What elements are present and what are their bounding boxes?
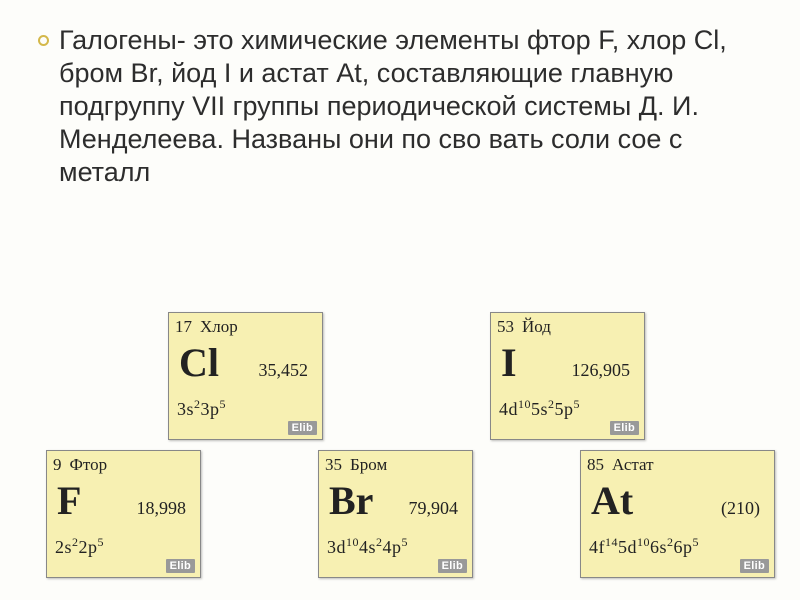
atomic-number: 35 [325, 455, 342, 475]
atomic-number: 9 [53, 455, 62, 475]
element-card-astatine: 85 Астат At (210) 4f145d106s26p5 Elib [580, 450, 775, 578]
element-card-bromine: 35 Бром Br 79,904 3d104s24p5 Elib [318, 450, 473, 578]
element-name: Йод [522, 317, 551, 337]
elib-watermark: Elib [166, 559, 195, 573]
cards-area: 17 Хлор Cl 35,452 3s23p5 Elib 53 Йод I 1… [0, 302, 800, 582]
elib-watermark: Elib [740, 559, 769, 573]
card-top: 85 Астат [587, 455, 768, 475]
element-symbol: I [501, 343, 517, 383]
electron-config: 3s23p5 [177, 399, 316, 420]
body-text: Галогены- это химические элементы фтор F… [59, 24, 772, 189]
atomic-number: 85 [587, 455, 604, 475]
electron-config: 3d104s24p5 [327, 537, 466, 558]
card-mid: F 18,998 [53, 481, 194, 521]
electron-config: 2s22p5 [55, 537, 194, 558]
element-symbol: Br [329, 481, 373, 521]
element-name: Астат [612, 455, 654, 475]
element-name: Фтор [70, 455, 108, 475]
element-card-fluorine: 9 Фтор F 18,998 2s22p5 Elib [46, 450, 201, 578]
card-mid: I 126,905 [497, 343, 638, 383]
card-mid: At (210) [587, 481, 768, 521]
atomic-mass: 35,452 [259, 360, 309, 381]
bullet-item: Галогены- это химические элементы фтор F… [38, 24, 772, 189]
atomic-number: 17 [175, 317, 192, 337]
electron-config: 4d105s25p5 [499, 399, 638, 420]
card-top: 53 Йод [497, 317, 638, 337]
elib-watermark: Elib [288, 421, 317, 435]
atomic-mass: 18,998 [137, 498, 187, 519]
atomic-mass: 79,904 [409, 498, 459, 519]
atomic-mass: (210) [721, 498, 760, 519]
element-name: Хлор [200, 317, 238, 337]
atomic-number: 53 [497, 317, 514, 337]
card-top: 35 Бром [325, 455, 466, 475]
card-mid: Br 79,904 [325, 481, 466, 521]
card-mid: Cl 35,452 [175, 343, 316, 383]
element-name: Бром [350, 455, 387, 475]
element-symbol: Cl [179, 343, 219, 383]
slide: Галогены- это химические элементы фтор F… [0, 0, 800, 600]
bullet-icon [38, 35, 49, 46]
element-card-iodine: 53 Йод I 126,905 4d105s25p5 Elib [490, 312, 645, 440]
elib-watermark: Elib [610, 421, 639, 435]
element-symbol: At [591, 481, 633, 521]
elib-watermark: Elib [438, 559, 467, 573]
electron-config: 4f145d106s26p5 [589, 537, 768, 558]
card-top: 17 Хлор [175, 317, 316, 337]
element-card-chlorine: 17 Хлор Cl 35,452 3s23p5 Elib [168, 312, 323, 440]
atomic-mass: 126,905 [572, 360, 631, 381]
element-symbol: F [57, 481, 81, 521]
card-top: 9 Фтор [53, 455, 194, 475]
